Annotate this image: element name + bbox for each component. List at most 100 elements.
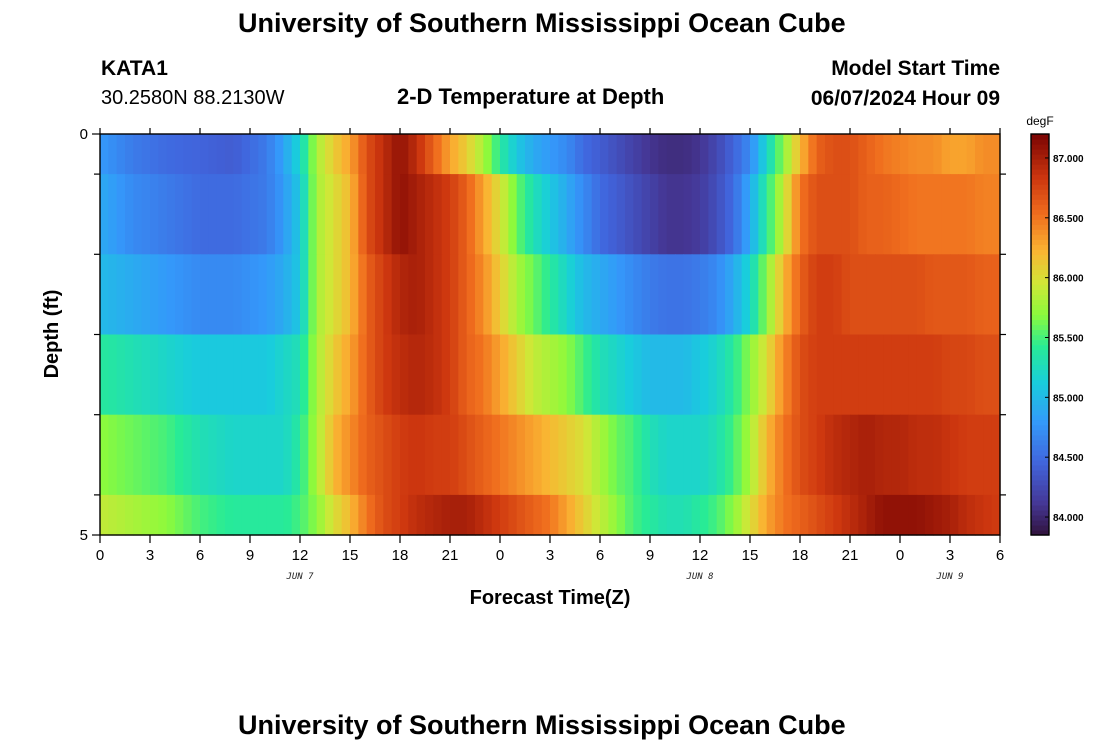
colorbar-segment: [1031, 269, 1049, 275]
heatmap-cell: [766, 134, 776, 175]
heatmap-cell: [941, 494, 951, 536]
heatmap-cell: [700, 134, 709, 175]
heatmap-cell: [908, 254, 918, 336]
heatmap-cell: [908, 414, 918, 496]
heatmap-cell: [675, 174, 684, 255]
heatmap-cell: [816, 494, 826, 536]
heatmap-cell: [283, 414, 293, 496]
heatmap-cell: [308, 414, 318, 496]
colorbar-segment: [1031, 154, 1049, 160]
heatmap-cell: [558, 134, 568, 175]
heatmap-cell: [941, 254, 951, 336]
heatmap-cell: [966, 174, 976, 255]
heatmap-cell: [883, 174, 893, 255]
heatmap-cell: [925, 134, 934, 175]
colorbar-segment: [1031, 149, 1049, 155]
heatmap-cell: [400, 174, 409, 255]
heatmap-cell: [733, 334, 743, 416]
heatmap-cell: [883, 414, 893, 496]
heatmap-cell: [566, 494, 576, 536]
heatmap-cell: [475, 174, 484, 255]
x-tick-label: 15: [742, 547, 759, 564]
heatmap-cell: [958, 134, 968, 175]
colorbar-segment: [1031, 234, 1049, 240]
heatmap-cell: [850, 494, 859, 536]
heatmap-cell: [208, 134, 218, 175]
heatmap-cell: [325, 174, 334, 255]
heatmap-cell: [708, 414, 718, 496]
heatmap-cell: [583, 174, 593, 255]
heatmap-cell: [125, 334, 134, 416]
heatmap-cell: [416, 334, 426, 416]
colorbar-segment: [1031, 379, 1049, 386]
heatmap-cell: [125, 494, 134, 536]
heatmap-cell: [533, 254, 543, 336]
heatmap-cell: [366, 494, 376, 536]
heatmap-cell: [133, 494, 143, 536]
heatmap-cell: [783, 494, 793, 536]
heatmap-cell: [666, 414, 676, 496]
heatmap-cell: [150, 134, 159, 175]
heatmap-cell: [591, 494, 601, 536]
heatmap-cell: [225, 134, 234, 175]
heatmap-cell: [483, 494, 493, 536]
heatmap-cell: [241, 334, 251, 416]
heatmap-cell: [116, 414, 126, 496]
heatmap-cell: [708, 174, 718, 255]
y-tick-label: 5: [80, 527, 88, 544]
colorbar-segment: [1031, 254, 1049, 260]
heatmap-cell: [583, 494, 593, 536]
heatmap-cell: [508, 174, 518, 255]
x-date-label: JUN 7: [285, 572, 314, 582]
heatmap-cell: [466, 494, 476, 536]
heatmap-cell: [466, 134, 476, 175]
colorbar-segment: [1031, 359, 1049, 366]
heatmap-cell: [225, 174, 234, 255]
heatmap-cell: [491, 494, 501, 536]
heatmap-cell: [158, 174, 168, 255]
heatmap-cell: [141, 494, 151, 536]
heatmap-cell: [633, 334, 643, 416]
heatmap-cell: [475, 494, 484, 536]
heatmap-cell: [266, 174, 276, 255]
x-tick-label: 0: [896, 547, 904, 564]
heatmap-cell: [575, 254, 584, 336]
heatmap-cell: [941, 414, 951, 496]
colorbar-segment: [1031, 309, 1049, 316]
heatmap-cell: [733, 494, 743, 536]
heatmap-cell: [316, 254, 326, 336]
heatmap-cell: [758, 414, 768, 496]
heatmap-cell: [791, 174, 801, 255]
heatmap-cell: [841, 134, 851, 175]
heatmap-cell: [141, 134, 151, 175]
heatmap-cell: [750, 134, 759, 175]
colorbar-segment: [1031, 164, 1049, 170]
heatmap-cell: [675, 254, 684, 336]
colorbar-unit: degF: [1026, 114, 1053, 128]
heatmap-cell: [783, 134, 793, 175]
heatmap-cell: [808, 134, 818, 175]
heatmap-cell: [916, 134, 926, 175]
heatmap-cell: [633, 254, 643, 336]
heatmap-cell: [358, 254, 368, 336]
heatmap-cell: [958, 494, 968, 536]
colorbar-segment: [1031, 514, 1049, 521]
heatmap-cell: [100, 494, 109, 536]
heatmap-cell: [691, 334, 701, 416]
heatmap-cell: [425, 414, 434, 496]
colorbar-segment: [1031, 314, 1049, 321]
heatmap-cell: [291, 494, 301, 536]
heatmap-cell: [400, 134, 409, 175]
heatmap-cell: [683, 174, 693, 255]
heatmap-cell: [925, 334, 934, 416]
heatmap-cell: [283, 334, 293, 416]
heatmap-cell: [850, 414, 859, 496]
x-tick-label: 18: [392, 547, 409, 564]
heatmap-cell: [975, 334, 984, 416]
heatmap-cell: [133, 174, 143, 255]
heatmap-cell: [925, 174, 934, 255]
heatmap-cell: [125, 134, 134, 175]
heatmap-cell: [641, 414, 651, 496]
heatmap-cell: [741, 254, 751, 336]
heatmap-cell: [833, 174, 843, 255]
